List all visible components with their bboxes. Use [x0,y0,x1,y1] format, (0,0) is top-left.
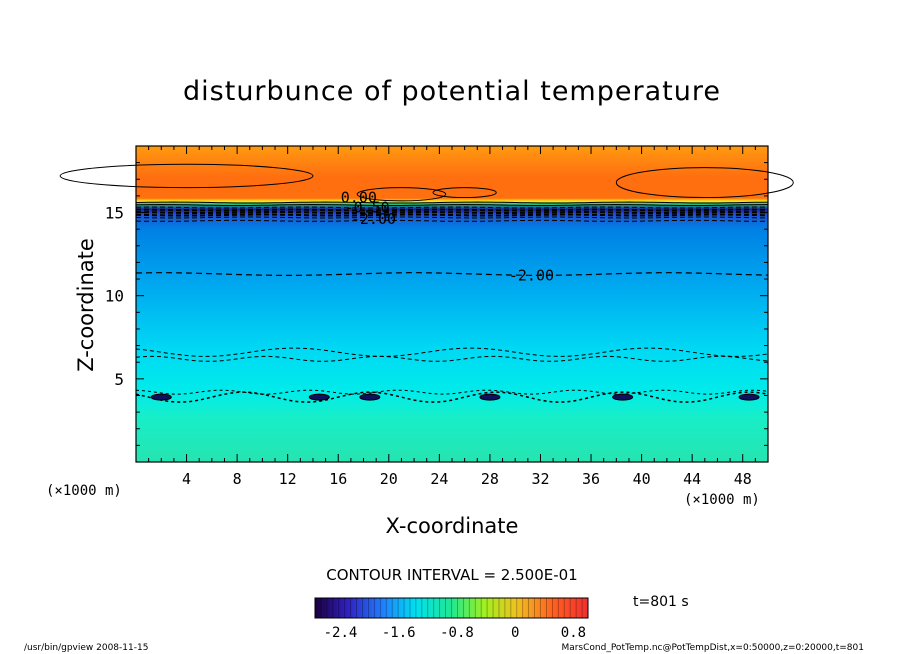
footer-left: /usr/bin/gpview 2008-11-15 [24,643,149,653]
contour-loop [615,167,794,199]
contour-blob [359,393,381,401]
contour-labels: 0.00-0.50-2.00-2.00 [341,189,554,285]
x-tick-label: 4 [182,470,191,488]
contour-blob [479,393,501,401]
contour-blob [150,393,172,401]
contour-line [135,201,769,204]
colorbar-tick-labels: -2.4 -1.6 -0.8 0 0.8 [324,625,586,641]
contour-label: 0.00 [341,189,377,207]
x-tick-labels: 4 8 12 16 20 24 28 32 36 40 44 48 [182,470,752,488]
x-tick-label: 28 [481,470,499,488]
colorbar-tick-label: -0.8 [440,625,474,641]
contour-label: -0.50 [345,199,390,217]
y-tick-label: 10 [105,287,124,306]
y-tick-label: 5 [114,370,124,389]
contour-line [136,208,769,212]
x-axis-unit: (×1000 m) [684,492,760,508]
contour-line [135,219,768,222]
contour-label: -2.00 [351,210,396,228]
x-tick-label: 32 [531,470,549,488]
contour-loop [59,163,314,189]
contour-blob [308,393,330,401]
colorbar-frame [314,597,589,619]
contour-line [135,389,769,395]
contour-lines [59,163,794,403]
colorbar [315,598,588,618]
y-axis-label: Z-coordinate [74,238,98,372]
x-tick-label: 40 [633,470,651,488]
x-tick-label: 8 [233,470,242,488]
colorbar-tick-label: 0 [511,625,519,641]
contour-line [135,391,769,403]
x-tick-label: 24 [430,470,448,488]
x-tick-label: 12 [279,470,297,488]
contour-line [136,206,768,209]
y-tick-labels: 5 10 15 [105,204,124,389]
x-tick-label: 44 [683,470,701,488]
heatmap-field [136,146,768,462]
contour-line [135,272,769,276]
contour-line [135,347,769,357]
contour-line [135,355,769,362]
y-axis-unit: (×1000 m) [46,483,122,499]
colorbar-tick-label: -1.6 [382,625,416,641]
contour-line [135,216,768,219]
contour-loop [356,187,447,202]
x-axis-label: X-coordinate [385,514,519,538]
contour-interval: CONTOUR INTERVAL = 2.500E-01 [326,566,578,584]
x-tick-label: 48 [734,470,752,488]
contour-loop [432,187,497,199]
footer-right: MarsCond_PotTemp.nc@PotTempDist,x=0:5000… [561,643,864,653]
colorbar-tick-label: 0.8 [561,625,586,641]
x-tick-label: 20 [380,470,398,488]
axis-ticks [136,146,768,462]
colorbar-tick-label: -2.4 [324,625,358,641]
contour-line [135,213,769,217]
chart-title: disturbunce of potential temperature [183,76,721,107]
contour-label: -2.00 [509,267,554,285]
colorbar-stripes [320,598,583,618]
y-tick-label: 15 [105,204,124,223]
contour-blob [612,393,634,401]
contour-blob [738,393,760,401]
x-tick-label: 16 [329,470,347,488]
contour-line [135,211,769,214]
x-tick-label: 36 [582,470,600,488]
contour-line [135,203,769,206]
time-label: t=801 s [633,594,689,610]
